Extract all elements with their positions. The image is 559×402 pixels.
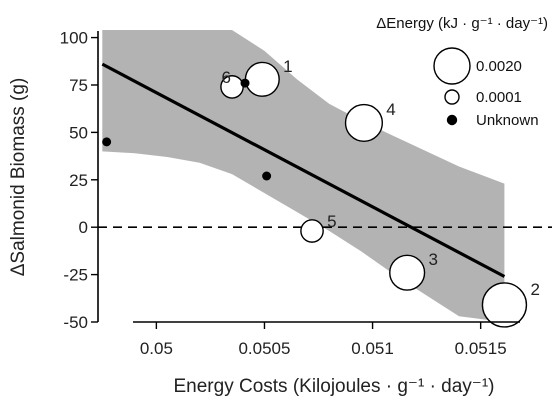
legend-symbol-small-open-circle bbox=[444, 89, 460, 105]
y-tick-label: 100 bbox=[60, 29, 88, 48]
x-tick-label: 0.0505 bbox=[238, 339, 290, 358]
points-layer: 1 2 3 4 5 6 bbox=[102, 57, 540, 328]
y-tick-label: 50 bbox=[69, 123, 88, 142]
y-tick-label: 0 bbox=[79, 218, 88, 237]
y-tick-label: 25 bbox=[69, 171, 88, 190]
legend-symbol-filled-dot bbox=[446, 114, 458, 126]
axes-layer: -50 -25 0 25 50 75 100 0.05 0.0505 0.051 0.0515 bbox=[60, 29, 520, 358]
legend-label: Unknown bbox=[476, 112, 539, 129]
data-point-5 bbox=[300, 219, 324, 243]
point-label-4: 4 bbox=[386, 100, 395, 119]
point-label-1: 1 bbox=[283, 57, 292, 76]
legend-title: ΔEnergy (kJ · g⁻¹ · day⁻¹) bbox=[376, 15, 548, 32]
point-label-5: 5 bbox=[327, 212, 336, 231]
data-point-unknown bbox=[262, 171, 272, 181]
y-axis-title: ΔSalmonid Biomass (g) bbox=[8, 78, 29, 277]
confidence-band bbox=[102, 30, 505, 322]
x-axis-title: Energy Costs (Kilojoules · g⁻¹ · day⁻¹) bbox=[174, 376, 495, 397]
legend-symbol-large-open-circle bbox=[433, 47, 471, 85]
data-point-unknown bbox=[102, 137, 112, 147]
data-point-1 bbox=[244, 61, 280, 97]
y-tick-label: 75 bbox=[69, 76, 88, 95]
confidence-band-layer bbox=[102, 30, 505, 322]
data-point-4 bbox=[344, 103, 383, 142]
data-point-3 bbox=[389, 254, 426, 291]
x-tick-label: 0.05 bbox=[140, 339, 173, 358]
data-point-unknown bbox=[240, 78, 250, 88]
legend: ΔEnergy (kJ · g⁻¹ · day⁻¹) 0.0020 0.0001 U… bbox=[376, 15, 548, 129]
point-label-2: 2 bbox=[530, 280, 539, 299]
legend-label: 0.0020 bbox=[476, 58, 522, 75]
regression-line bbox=[101, 62, 506, 278]
point-label-6: 6 bbox=[221, 68, 230, 87]
y-tick-label: -25 bbox=[63, 266, 88, 285]
x-tick-label: 0.0515 bbox=[455, 339, 507, 358]
x-tick-label: 0.051 bbox=[351, 339, 394, 358]
legend-label: 0.0001 bbox=[476, 89, 522, 106]
point-label-3: 3 bbox=[429, 250, 438, 269]
regression-line-layer bbox=[101, 62, 506, 278]
y-tick-label: -50 bbox=[63, 313, 88, 332]
data-point-2 bbox=[481, 282, 528, 328]
